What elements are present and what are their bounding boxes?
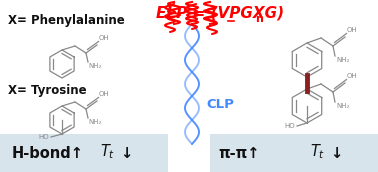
Text: ↓: ↓ <box>120 146 132 160</box>
Text: HO: HO <box>39 134 49 140</box>
Text: OH: OH <box>99 35 110 41</box>
Text: NH₂: NH₂ <box>336 103 349 109</box>
Text: n: n <box>255 14 263 24</box>
Bar <box>0 134 168 172</box>
Text: ELP = (VPGXG): ELP = (VPGXG) <box>156 5 284 20</box>
Text: OH: OH <box>347 73 358 79</box>
Text: HO: HO <box>284 123 295 129</box>
Bar <box>210 134 378 172</box>
Text: OH: OH <box>99 91 110 97</box>
Text: CLP: CLP <box>206 98 234 110</box>
Text: $T_t$: $T_t$ <box>310 143 325 161</box>
Text: H-bond↑: H-bond↑ <box>12 146 84 160</box>
Text: NH₂: NH₂ <box>336 57 349 63</box>
Text: X= Tyrosine: X= Tyrosine <box>8 84 87 97</box>
Text: X= Phenylalanine: X= Phenylalanine <box>8 14 125 27</box>
Text: ↓: ↓ <box>330 146 342 160</box>
Text: NH₂: NH₂ <box>88 119 101 125</box>
Text: OH: OH <box>347 27 358 33</box>
Text: π-π↑: π-π↑ <box>218 146 260 160</box>
Text: NH₂: NH₂ <box>88 63 101 69</box>
Text: $T_t$: $T_t$ <box>100 143 115 161</box>
